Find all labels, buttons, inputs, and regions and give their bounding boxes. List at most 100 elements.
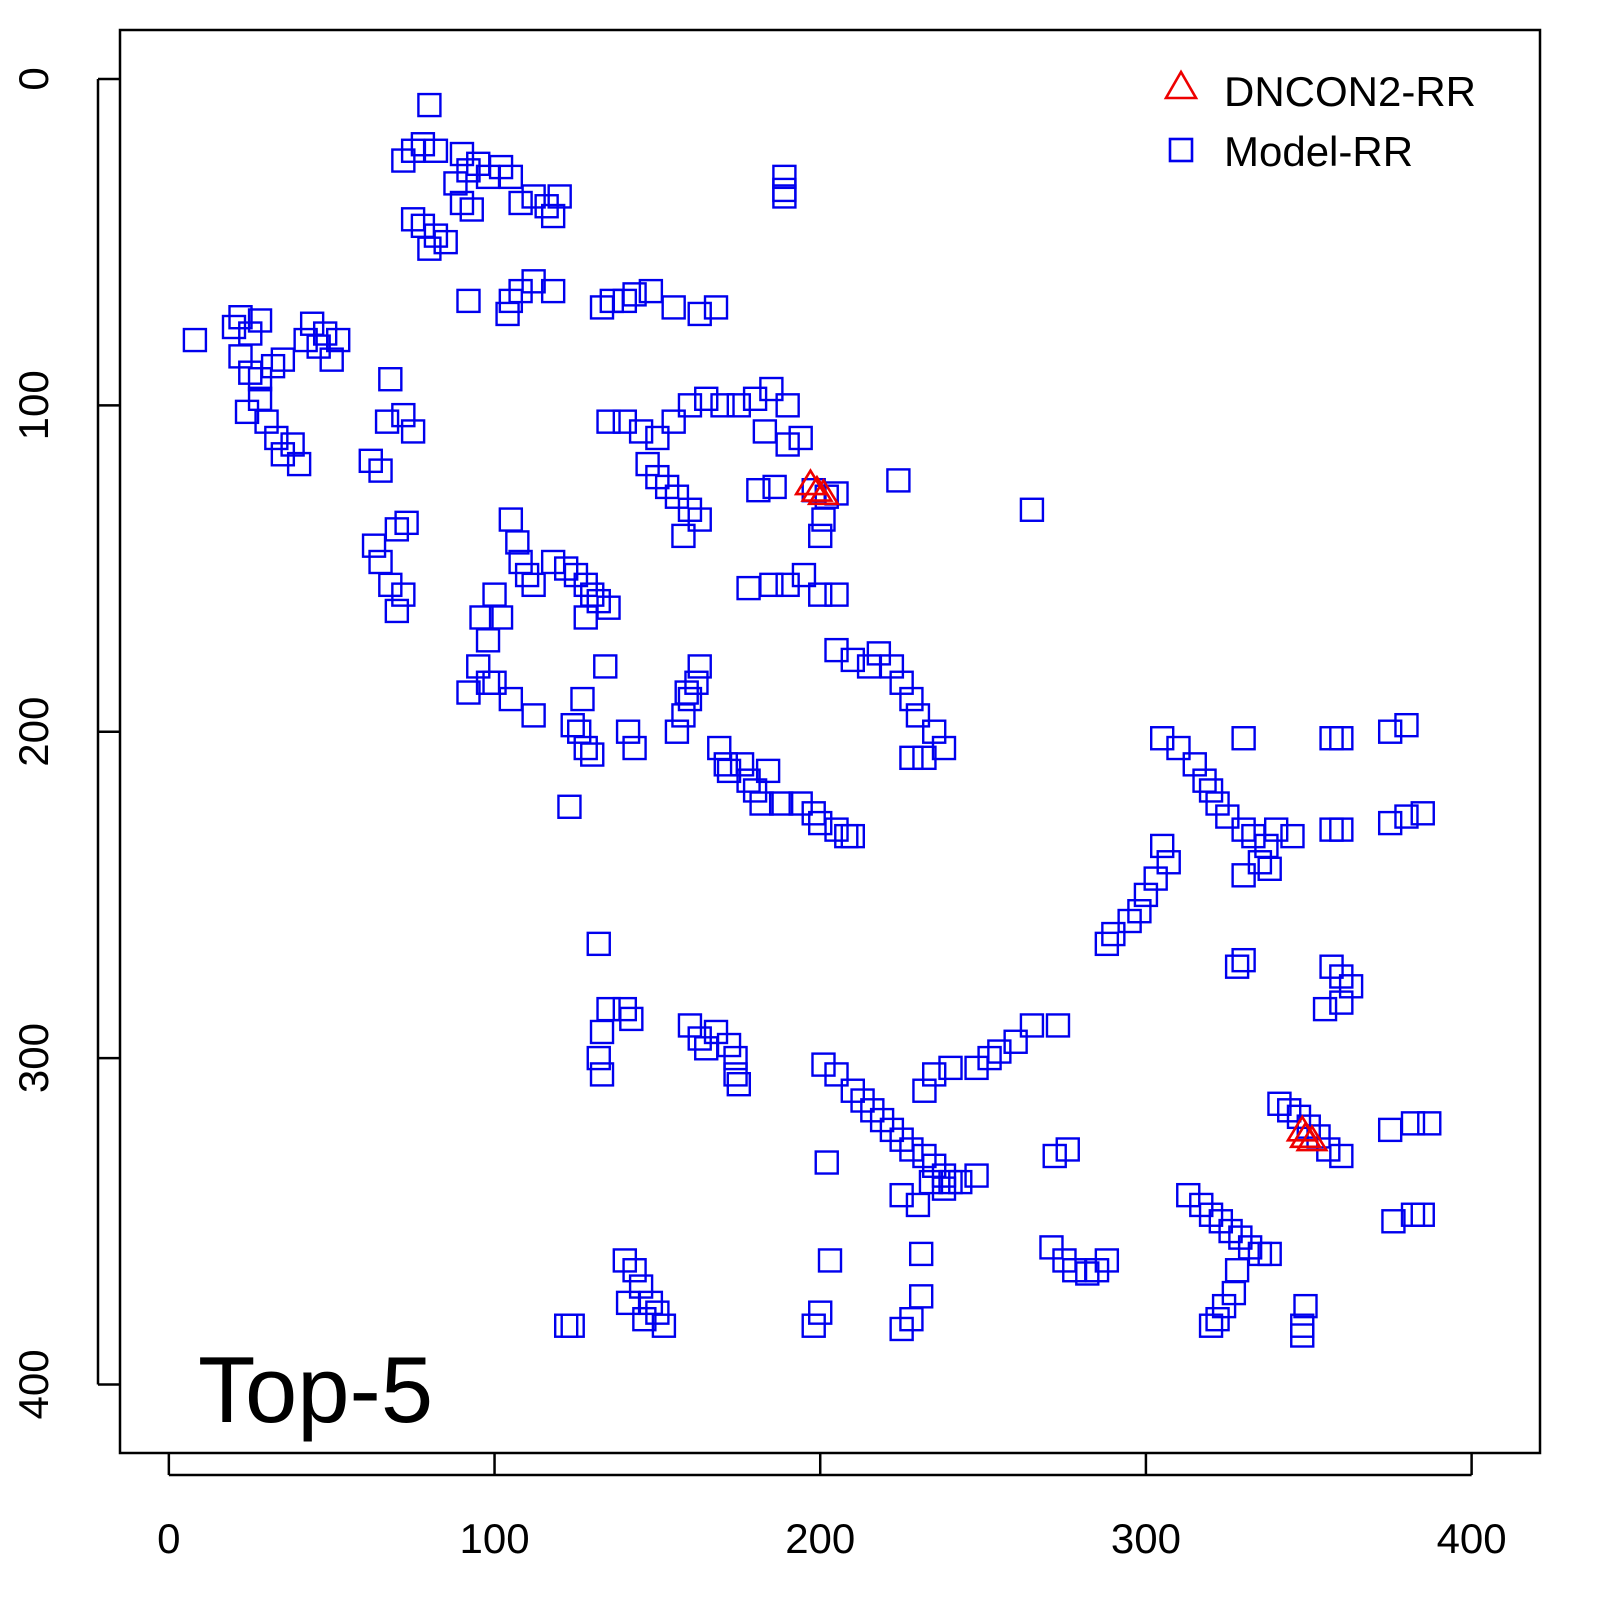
legend-label-model-rr: Model-RR bbox=[1224, 128, 1413, 175]
model-rr-point bbox=[286, 451, 312, 477]
model-rr-point bbox=[540, 203, 566, 229]
model-rr-point bbox=[417, 236, 442, 261]
model-rr-point bbox=[1377, 810, 1403, 836]
model-rr-point bbox=[391, 402, 416, 428]
model-rr-point bbox=[1231, 863, 1256, 888]
model-rr-point bbox=[752, 419, 778, 444]
model-rr-point bbox=[567, 719, 592, 744]
model-rr-point bbox=[716, 758, 742, 784]
model-rr-point bbox=[866, 641, 892, 666]
model-rr-point bbox=[586, 931, 611, 957]
model-rr-point bbox=[400, 138, 426, 163]
model-rr-point bbox=[661, 409, 686, 434]
model-rr-point bbox=[824, 1062, 849, 1087]
model-rr-point bbox=[768, 791, 794, 816]
model-rr-point bbox=[1042, 1143, 1067, 1169]
model-rr-point bbox=[589, 295, 615, 320]
model-rr-point bbox=[270, 347, 296, 372]
model-rr-point bbox=[1247, 850, 1273, 875]
model-rr-point bbox=[593, 654, 618, 679]
model-rr-point bbox=[547, 184, 572, 209]
model-rr-point bbox=[622, 1258, 647, 1283]
model-rr-point bbox=[596, 409, 621, 434]
model-rr-point bbox=[264, 425, 289, 451]
model-rr-point bbox=[908, 1241, 934, 1267]
model-rr-point bbox=[488, 605, 514, 630]
model-rr-point bbox=[687, 654, 712, 679]
model-rr-point bbox=[573, 572, 598, 598]
model-rr-points bbox=[182, 92, 1442, 1348]
model-rr-point bbox=[912, 745, 937, 771]
model-rr-point bbox=[312, 321, 338, 346]
model-rr-point bbox=[1039, 1235, 1064, 1260]
model-rr-point bbox=[449, 190, 475, 216]
model-rr-point bbox=[228, 344, 253, 369]
legend-triangle-marker bbox=[1163, 69, 1199, 100]
model-rr-point bbox=[221, 314, 247, 340]
dncon2-rr-point bbox=[800, 474, 834, 502]
model-rr-point bbox=[612, 409, 638, 434]
model-rr-point bbox=[977, 1045, 1002, 1071]
model-rr-point bbox=[905, 1192, 931, 1218]
y-tick-label: 100 bbox=[10, 370, 57, 440]
model-rr-point bbox=[488, 154, 514, 180]
model-rr-point bbox=[759, 572, 784, 598]
model-rr-point bbox=[540, 549, 566, 575]
model-rr-point bbox=[638, 1290, 664, 1316]
model-rr-point bbox=[811, 507, 836, 532]
model-rr-point bbox=[840, 823, 865, 849]
model-rr-point bbox=[808, 523, 833, 549]
model-rr-point bbox=[694, 1036, 719, 1061]
model-rr-point bbox=[808, 1300, 833, 1325]
model-rr-point bbox=[775, 432, 800, 457]
model-rr-point bbox=[1019, 1013, 1045, 1038]
model-rr-point bbox=[1003, 1029, 1028, 1054]
model-rr-point bbox=[710, 393, 735, 418]
model-rr-point bbox=[628, 419, 654, 444]
model-rr-point bbox=[755, 758, 781, 784]
model-rr-point bbox=[1329, 817, 1354, 842]
model-rr-point bbox=[182, 327, 208, 353]
model-rr-point bbox=[801, 1313, 826, 1338]
model-rr-point bbox=[931, 735, 957, 761]
model-rr-point bbox=[674, 680, 699, 705]
model-rr-point bbox=[651, 1313, 677, 1338]
model-rr-point bbox=[1218, 1218, 1243, 1244]
model-rr-point bbox=[638, 278, 664, 304]
model-rr-point bbox=[508, 278, 533, 304]
model-rr-point bbox=[908, 1284, 934, 1309]
model-rr-point bbox=[808, 810, 833, 836]
model-rr-point bbox=[495, 301, 520, 327]
model-rr-point bbox=[746, 477, 771, 503]
model-rr-point bbox=[736, 575, 761, 601]
model-rr-point bbox=[1377, 719, 1403, 744]
model-rr-point bbox=[1267, 1091, 1292, 1116]
model-rr-point bbox=[361, 533, 387, 558]
model-rr-point bbox=[622, 735, 647, 761]
model-rr-point bbox=[964, 1163, 989, 1188]
y-tick-label: 300 bbox=[10, 1023, 57, 1093]
model-rr-point bbox=[703, 1019, 729, 1045]
model-rr-point bbox=[1224, 954, 1250, 979]
model-rr-point bbox=[1257, 856, 1282, 881]
model-rr-point bbox=[834, 823, 859, 849]
model-rr-point bbox=[563, 562, 589, 588]
model-rr-point bbox=[599, 288, 624, 314]
model-rr-point bbox=[615, 1290, 641, 1316]
model-rr-point bbox=[759, 376, 784, 402]
model-rr-point bbox=[498, 507, 524, 532]
model-rr-point bbox=[1084, 1258, 1110, 1283]
model-rr-point bbox=[596, 595, 621, 620]
model-rr-point bbox=[912, 1143, 937, 1169]
model-rr-point bbox=[707, 735, 732, 761]
model-rr-point bbox=[1150, 726, 1175, 751]
model-rr-point bbox=[772, 177, 797, 203]
model-rr-point bbox=[368, 549, 393, 575]
model-rr-point bbox=[775, 572, 800, 598]
model-rr-point bbox=[570, 686, 595, 712]
model-rr-point bbox=[742, 778, 768, 803]
model-rr-point bbox=[456, 680, 481, 705]
dncon2-rr-point bbox=[806, 477, 841, 506]
model-rr-point bbox=[270, 442, 296, 467]
model-rr-point bbox=[443, 171, 468, 196]
